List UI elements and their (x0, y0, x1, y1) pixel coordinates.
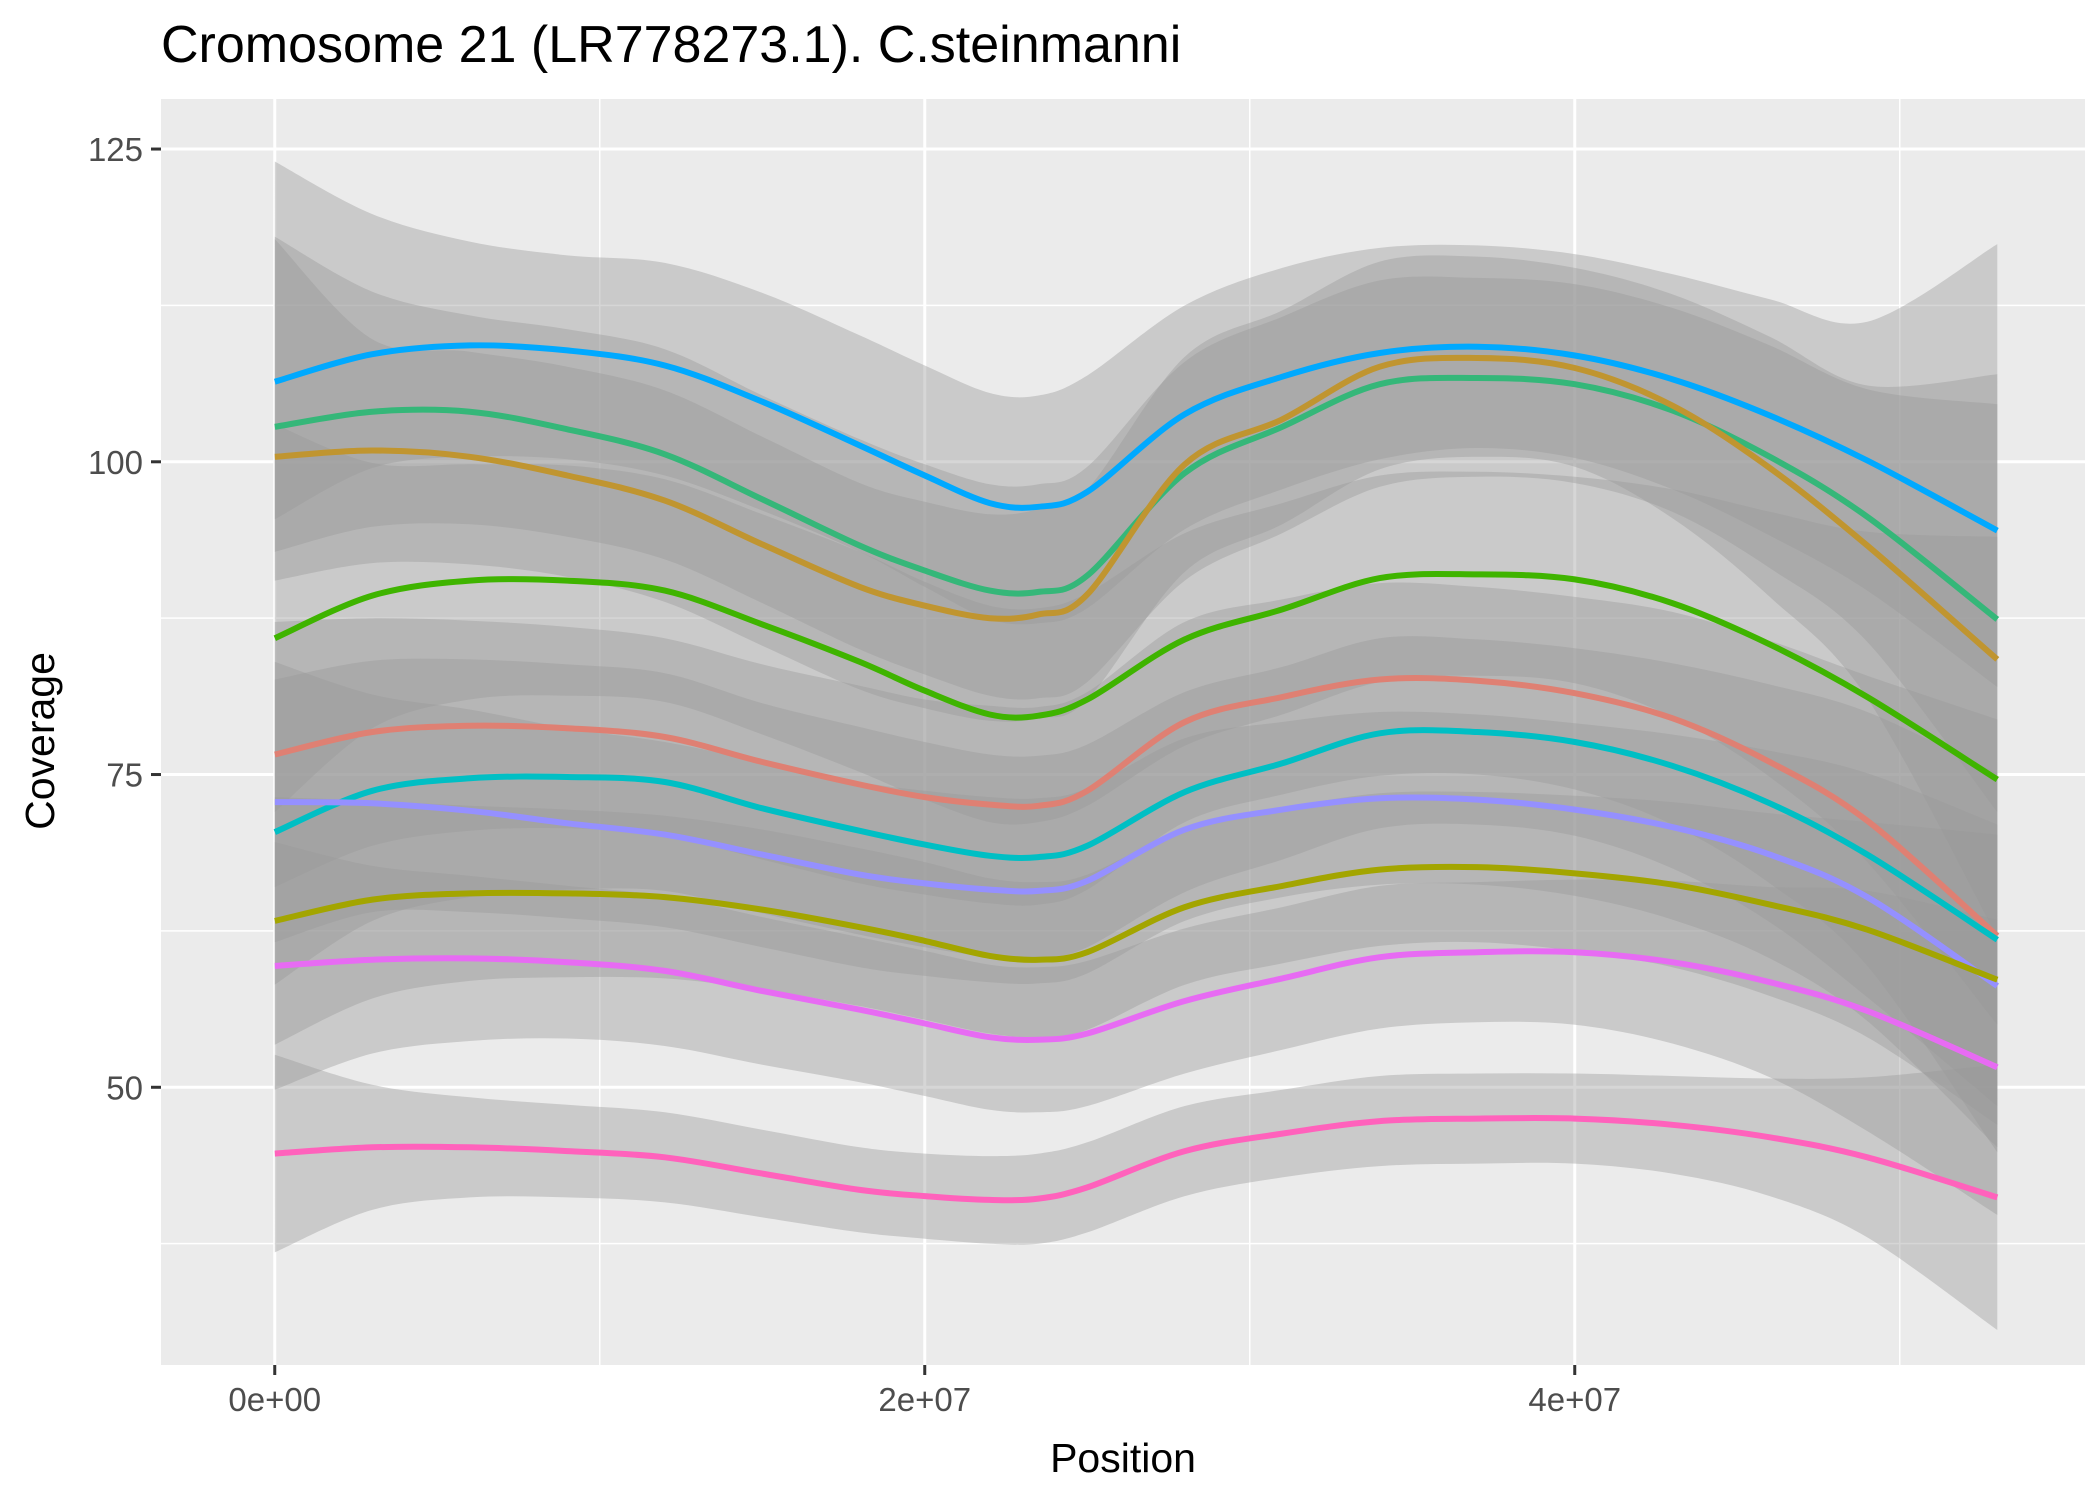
line-series-5 (274, 675, 2000, 939)
line-series-4 (273, 570, 1999, 783)
y-tick-label: 50 (106, 1069, 143, 1106)
ribbon-series-1 (274, 161, 1998, 687)
ribbon-series-9 (274, 842, 1998, 1215)
x-tick-label: 0e+00 (228, 1381, 321, 1418)
ribbon-series-10 (274, 1054, 1998, 1330)
y-tick-label: 75 (106, 757, 143, 794)
x-tick-label: 2e+07 (878, 1381, 971, 1418)
plot-panel (161, 99, 2085, 1365)
line-series-6 (273, 727, 1999, 943)
line-series-10 (274, 1114, 1999, 1204)
line-series-1 (273, 342, 1999, 534)
ribbon-series-6 (274, 636, 1998, 1106)
y-axis-title: Coverage (17, 652, 63, 830)
ribbon-series-3 (274, 239, 1998, 938)
major-gridlines (161, 99, 2085, 1365)
ribbon-series-4 (274, 424, 1998, 1025)
line-series-7 (274, 794, 1999, 989)
axes: 0e+00 2e+07 4e+07 50 75 100 125 (88, 131, 1621, 1418)
chart-title: Cromosome 21 (LR778273.1). C.steinmanni (161, 16, 1181, 74)
series-lines (273, 342, 2000, 1204)
y-tick-label: 125 (88, 131, 143, 168)
x-axis-title: Position (1050, 1435, 1196, 1481)
ribbon-series-7 (274, 661, 1998, 1148)
x-tick-label: 4e+07 (1528, 1381, 1621, 1418)
line-series-9 (274, 948, 1999, 1071)
line-series-3 (274, 354, 2000, 662)
minor-gridlines (161, 99, 2085, 1365)
y-tick-label: 100 (88, 444, 143, 481)
line-series-8 (274, 863, 1999, 983)
ribbon-series-5 (274, 582, 1998, 1153)
line-series-2 (274, 374, 2000, 622)
